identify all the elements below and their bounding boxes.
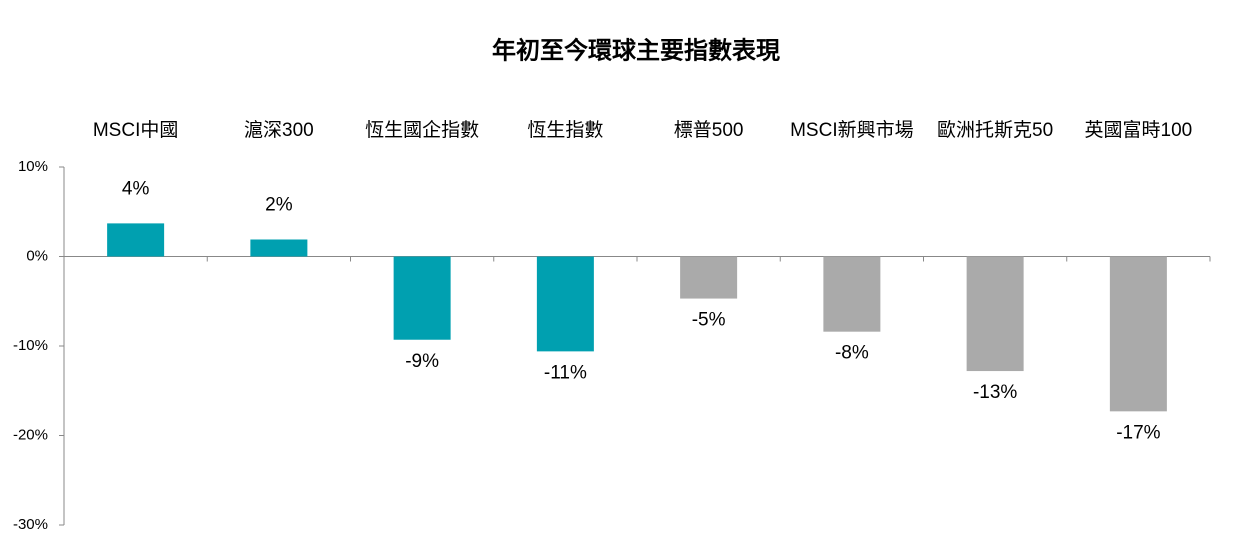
y-tick-label: -30% bbox=[13, 516, 48, 533]
category-label: 恆生指數 bbox=[527, 119, 603, 141]
bar bbox=[536, 256, 594, 352]
value-label: 2% bbox=[265, 195, 293, 216]
bar bbox=[393, 256, 451, 340]
y-tick-label: -10% bbox=[13, 337, 48, 354]
value-label: -8% bbox=[835, 343, 869, 364]
category-label: 滬深300 bbox=[244, 119, 314, 141]
bar bbox=[250, 239, 308, 257]
bar bbox=[680, 256, 738, 299]
value-label: -17% bbox=[1116, 422, 1160, 443]
category-label: MSCI中國 bbox=[93, 119, 179, 141]
y-tick-label: -20% bbox=[13, 426, 48, 443]
category-label: MSCI新興市場 bbox=[790, 119, 914, 141]
chart-title: 年初至今環球主要指數表現 bbox=[492, 36, 780, 64]
bar bbox=[823, 256, 881, 332]
bar bbox=[966, 256, 1024, 372]
category-label: 恆生國企指數 bbox=[365, 119, 479, 141]
y-tick-label: 10% bbox=[18, 158, 48, 175]
bar bbox=[1109, 256, 1167, 412]
category-label: 標普500 bbox=[674, 119, 744, 141]
category-label: 歐洲托斯克50 bbox=[937, 119, 1053, 141]
value-label: -13% bbox=[973, 382, 1017, 403]
value-label: -9% bbox=[405, 351, 439, 372]
value-label: -5% bbox=[692, 310, 726, 331]
category-label: 英國富時100 bbox=[1085, 119, 1193, 141]
bar bbox=[107, 223, 165, 257]
value-label: 4% bbox=[122, 178, 150, 199]
value-label: -11% bbox=[544, 362, 587, 383]
y-tick-label: 0% bbox=[26, 247, 48, 264]
